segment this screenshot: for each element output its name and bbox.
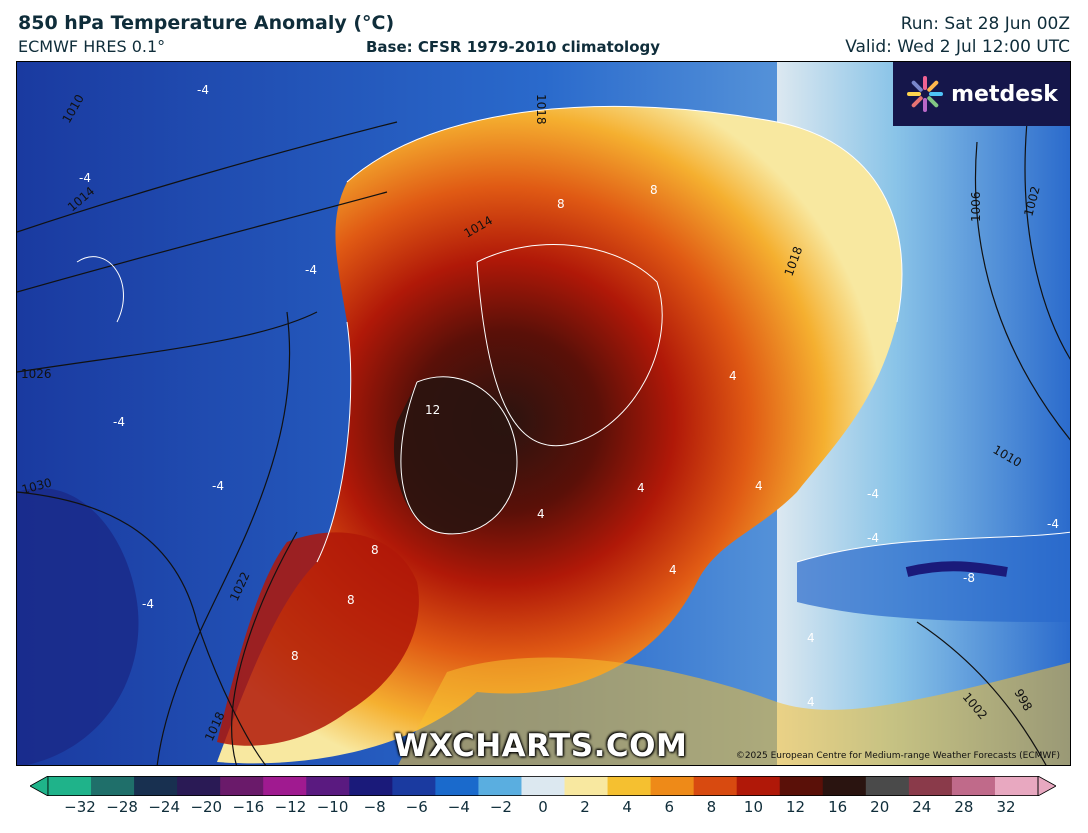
colorbar-swatch <box>263 776 307 796</box>
colorbar-tick-label: −8 <box>363 798 386 816</box>
anomaly-label: 4 <box>537 507 545 521</box>
colorbar-tick-label: 6 <box>664 798 675 816</box>
valid-time-label: Valid: Wed 2 Jul 12:00 UTC <box>845 37 1070 57</box>
colorbar <box>30 776 1056 796</box>
model-label: ECMWF HRES 0.1° <box>18 37 166 56</box>
colorbar-swatch <box>48 776 92 796</box>
colorbar-swatch <box>607 776 652 796</box>
colorbar-tick-label: −2 <box>489 798 512 816</box>
anomaly-label: 8 <box>347 593 355 607</box>
colorbar-tick-label: −16 <box>232 798 265 816</box>
iberia-heat <box>217 532 419 746</box>
isobar-label: 1006 <box>969 191 983 222</box>
colorbar-tick-label: 0 <box>538 798 548 816</box>
colorbar-tick-label: −32 <box>64 798 96 816</box>
run-time-label: Run: Sat 28 Jun 00Z <box>900 14 1070 34</box>
colorbar-tick-label: −6 <box>405 798 428 816</box>
metdesk-logo-mark-icon <box>907 76 944 112</box>
anomaly-contours <box>76 105 1070 563</box>
anomaly-label: -4 <box>197 83 209 97</box>
colorbar-tick-label: 10 <box>743 798 763 816</box>
colorbar-swatch <box>736 776 781 796</box>
colorbar-tick-label: 12 <box>785 798 806 816</box>
wxcharts-watermark: WXCHARTS.COM <box>394 728 688 764</box>
colorbar-tick-label: −4 <box>447 798 470 816</box>
colorbar-tick-label: 32 <box>996 798 1016 816</box>
colorbar-swatch <box>693 776 738 796</box>
isobar-contours <box>17 121 1070 765</box>
anomaly-label: -4 <box>113 415 125 429</box>
colorbar-swatch <box>392 776 436 796</box>
colorbar-swatch <box>650 776 695 796</box>
colorbar-tick-label: −20 <box>190 798 223 816</box>
colorbar-swatch <box>177 776 221 796</box>
anomaly-label: -4 <box>142 597 154 611</box>
east-med-cold <box>797 532 1070 622</box>
chart-title: 850 hPa Temperature Anomaly (°C) <box>18 12 395 34</box>
isobar-label: 1026 <box>21 367 52 381</box>
anomaly-label: 8 <box>371 543 379 557</box>
anomaly-label: -4 <box>212 479 224 493</box>
anomaly-label: 12 <box>425 403 440 417</box>
colorbar-swatch <box>994 776 1039 796</box>
colorbar-tick-label: −28 <box>106 798 138 816</box>
colorbar-tick-label: 8 <box>706 798 717 816</box>
colorbar-swatch <box>478 776 523 796</box>
map-canvas: 1010 1014 1014 1026 1030 1022 1018 1006 … <box>17 62 1070 765</box>
colorbar-tick-label: −10 <box>316 798 349 816</box>
cold-streak <box>905 561 1008 577</box>
colorbar-swatch <box>521 776 566 796</box>
anomaly-label: -4 <box>867 487 879 501</box>
metdesk-logo: metdesk <box>893 62 1070 126</box>
colorbar-tick-label: −12 <box>274 798 307 816</box>
colorbar-swatch <box>220 776 264 796</box>
anomaly-label: -8 <box>963 571 975 585</box>
colorbar-swatch <box>564 776 609 796</box>
isobar-label: 1018 <box>534 94 548 125</box>
anomaly-label: 8 <box>650 183 658 197</box>
colorbar-tick-label: 24 <box>912 798 932 816</box>
colorbar-swatch <box>435 776 480 796</box>
colorbar-tick-label: 16 <box>828 798 848 816</box>
colorbar-tick-label: 2 <box>580 798 590 816</box>
anomaly-label: 4 <box>669 563 677 577</box>
colorbar-swatch <box>134 776 178 796</box>
anomaly-label: -4 <box>305 263 317 277</box>
anomaly-label: -4 <box>79 171 91 185</box>
colorbar-min-arrow <box>30 776 49 796</box>
colorbar-border <box>47 776 1039 796</box>
colorbar-tick-label: 28 <box>954 798 974 816</box>
anomaly-label: 4 <box>807 695 815 709</box>
colorbar-swatch <box>779 776 824 796</box>
colorbar-tick-label: 4 <box>622 798 632 816</box>
anomaly-label-group: -4 -4 -4 -4 -4 -4 8 8 12 4 4 4 8 8 8 -4 … <box>79 83 1059 709</box>
anomaly-label: 4 <box>807 631 815 645</box>
colorbar-tick-labels: −32 −28 −24 −20 −16 −12 −10 −8 −6 −4 −2 0 2 4 6 8 10 12 16… <box>0 798 1088 822</box>
colorbar-swatch <box>349 776 393 796</box>
colorbar-swatch <box>822 776 867 796</box>
anomaly-label: 8 <box>291 649 299 663</box>
anomaly-label: -4 <box>1047 517 1059 531</box>
anomaly-label: 8 <box>557 197 565 211</box>
anomaly-label: 4 <box>755 479 763 493</box>
colorbar-swatch <box>865 776 910 796</box>
colorbar-swatch <box>306 776 350 796</box>
anomaly-label: 4 <box>637 481 645 495</box>
climatology-base-label: Base: CFSR 1979-2010 climatology <box>366 38 661 56</box>
colorbar-swatch <box>951 776 996 796</box>
colorbar-max-arrow <box>1037 776 1056 796</box>
colorbar-swatch <box>91 776 135 796</box>
anomaly-map: 1010 1014 1014 1026 1030 1022 1018 1006 … <box>16 61 1071 766</box>
ecmwf-credit: ©2025 European Centre for Medium-range W… <box>735 751 1060 761</box>
colorbar-swatch <box>908 776 953 796</box>
anomaly-label: 4 <box>729 369 737 383</box>
deep-cold-pool <box>17 488 139 765</box>
anomaly-label: -4 <box>867 531 879 545</box>
metdesk-logo-text: metdesk <box>951 81 1058 107</box>
france-core-heat <box>393 376 517 534</box>
colorbar-tick-label: −24 <box>148 798 180 816</box>
colorbar-tick-label: 20 <box>870 798 890 816</box>
north-africa-mix <box>398 657 1070 765</box>
